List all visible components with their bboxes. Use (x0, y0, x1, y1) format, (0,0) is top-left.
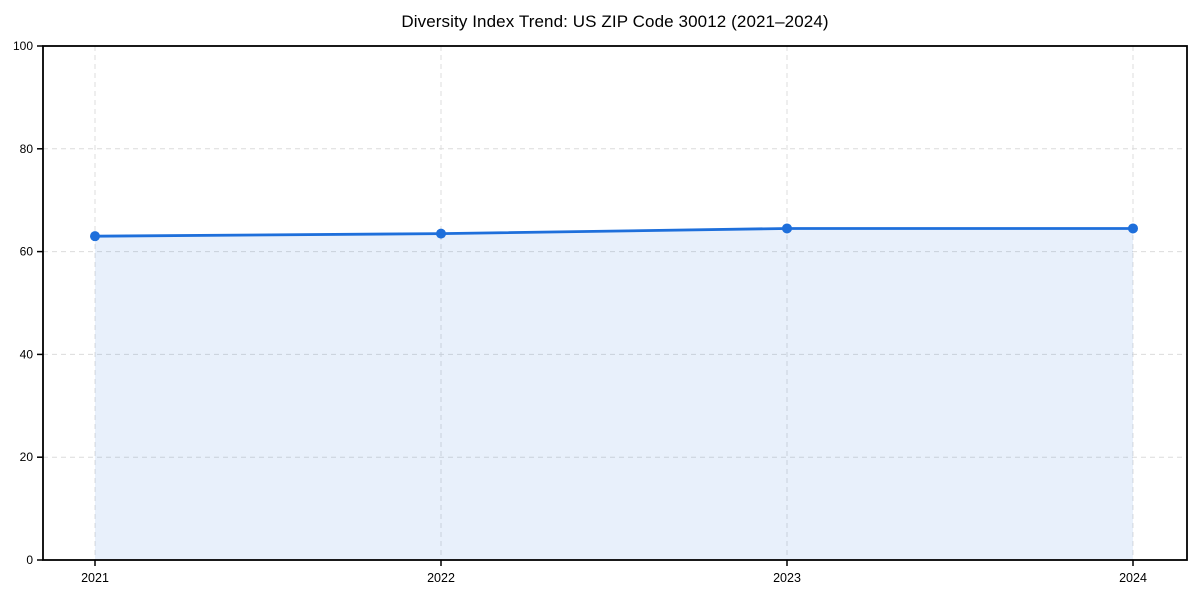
y-tick-label-40: 40 (20, 347, 34, 361)
trend-line (93, 227, 1135, 238)
x-tick-label-2023: 2023 (773, 571, 801, 585)
chart-title: Diversity Index Trend: US ZIP Code 30012… (401, 12, 829, 31)
axes-box (42, 45, 1188, 561)
x-tick-label-2021: 2021 (81, 571, 109, 585)
data-point-2022 (436, 228, 446, 239)
x-tick-label-2024: 2024 (1119, 571, 1147, 585)
y-tick-label-100: 100 (13, 39, 33, 53)
x-tick-label-2022: 2022 (427, 571, 455, 585)
data-point-2024 (1128, 223, 1138, 234)
y-tick-label-60: 60 (20, 245, 34, 259)
y-tick-label-80: 80 (20, 142, 34, 156)
y-tick-label-20: 20 (20, 450, 34, 464)
area-fill (95, 228, 1133, 560)
data-point-2021 (90, 231, 100, 242)
data-point-2023 (782, 223, 792, 234)
y-tick-label-0: 0 (26, 553, 33, 567)
